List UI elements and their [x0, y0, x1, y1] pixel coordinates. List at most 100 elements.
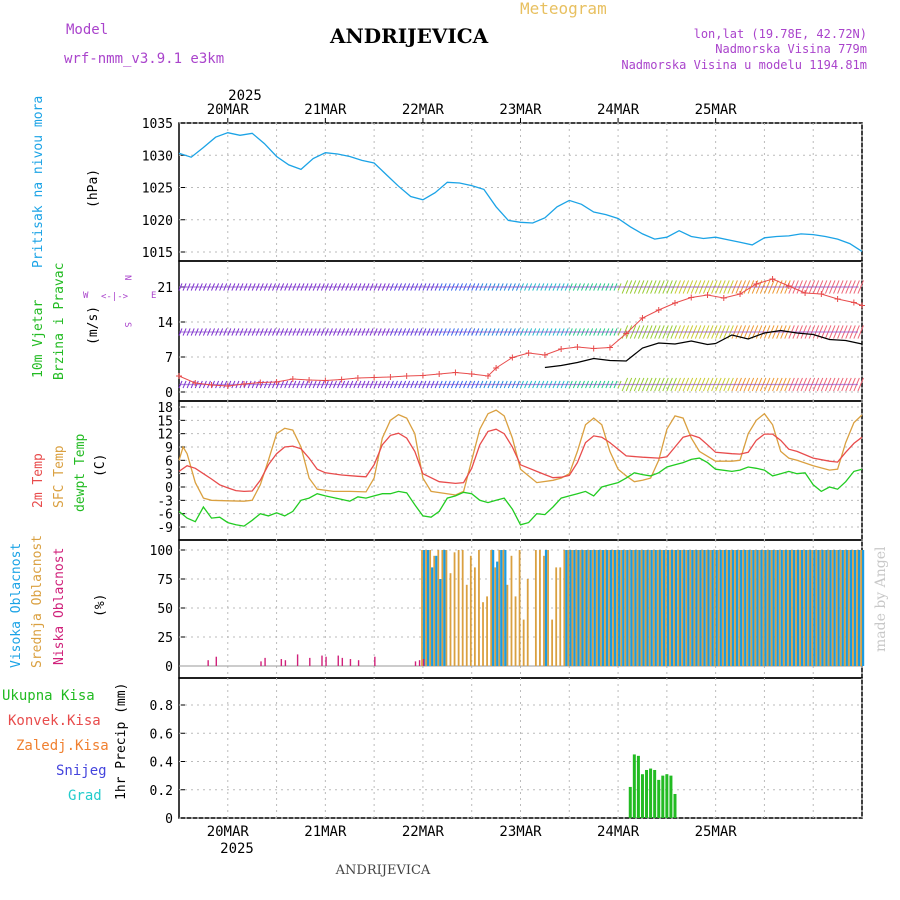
- cloud-ytick-label: 0: [165, 660, 173, 675]
- mid-cloud-bar: [843, 550, 846, 666]
- precip-bar: [673, 793, 677, 818]
- mid-cloud-bar: [620, 550, 623, 666]
- high-cloud-bar: [605, 550, 609, 666]
- wind-barb: [857, 377, 864, 392]
- pressure-ytick-label: 1015: [142, 246, 173, 261]
- mid-cloud-bar: [640, 550, 643, 666]
- mid-cloud-bar: [738, 550, 741, 666]
- pressure-series-line: [178, 132, 863, 252]
- low-cloud-bar: [349, 659, 352, 666]
- high-cloud-bar: [792, 550, 796, 666]
- temp-ytick-label: 3: [165, 468, 173, 483]
- high-cloud-bar: [735, 550, 739, 666]
- high-cloud-bar: [809, 550, 812, 666]
- high-cloud-bar: [544, 550, 548, 666]
- high-cloud-bar: [666, 550, 670, 666]
- mid-cloud-bar: [730, 550, 732, 666]
- mid-cloud-bar: [848, 550, 850, 666]
- wind-yticks: 0 7 14 21: [157, 281, 862, 401]
- mid-cloud-bar: [709, 550, 712, 666]
- mid-cloud-bar: [685, 550, 688, 666]
- mid-cloud-bar: [721, 550, 724, 666]
- mid-cloud-bar: [782, 550, 785, 666]
- gust-marker: [224, 383, 231, 389]
- low-cloud-bar: [321, 655, 323, 666]
- high-cloud-bar: [849, 550, 853, 666]
- wind-unit: (m/s): [86, 306, 101, 345]
- mid-cloud-bar: [754, 550, 757, 666]
- mid-cloud-bar: [591, 550, 594, 666]
- high-cloud-bar: [601, 550, 605, 666]
- mid-cloud-bar: [742, 550, 745, 666]
- top-date-label: 25MAR: [695, 102, 738, 118]
- precip-bar: [645, 769, 649, 818]
- gust-marker: [525, 350, 532, 356]
- mid-cloud-bar: [478, 550, 480, 666]
- model-label: Model: [66, 22, 108, 38]
- high-cloud-bar: [687, 550, 690, 666]
- temp-frame: [178, 400, 863, 541]
- high-cloud-bar: [801, 550, 804, 666]
- mid-cloud-bar: [510, 555, 513, 666]
- high-cloud-bar: [845, 550, 848, 666]
- precip-bar: [636, 755, 640, 818]
- high-cloud-bar: [784, 550, 787, 666]
- cloud-ytick-label: 100: [150, 544, 173, 559]
- mid-cloud-bar: [457, 550, 460, 666]
- mid-cloud-bar: [624, 550, 627, 666]
- precip-bar: [632, 754, 636, 818]
- wind-panel: 10m Vjetar Brzina i Pravac (m/s) N E S W…: [31, 263, 865, 401]
- wind-ytick-label: 21: [157, 281, 173, 296]
- high-cloud-bar: [862, 550, 865, 666]
- cloud-bars: [207, 550, 865, 666]
- low-cloud-bar: [341, 657, 344, 666]
- dir-n: N: [122, 275, 132, 280]
- mid-cloud-bar: [770, 550, 773, 666]
- footer-station: ANDRIJEVICA: [335, 863, 431, 878]
- low-cloud-bar: [337, 655, 339, 666]
- precip-frame: [178, 677, 863, 819]
- gust-marker: [371, 374, 378, 381]
- gust-marker: [452, 369, 459, 376]
- gust-marker: [257, 379, 264, 386]
- mid-cloud-bar: [746, 550, 749, 666]
- mid-cloud-bar: [490, 550, 493, 666]
- high-cloud-bar: [443, 550, 446, 666]
- mid-cloud-bar: [608, 550, 610, 666]
- high-cloud-bar: [719, 550, 722, 666]
- mid-cloud-bar: [652, 550, 655, 666]
- mid-cloud-bar: [567, 550, 570, 666]
- mid-cloud-bar: [660, 550, 663, 666]
- cloud-ytick-label: 25: [157, 631, 173, 646]
- low-cloud-bar: [414, 661, 417, 666]
- high-cloud-bar: [841, 550, 844, 666]
- gust-marker: [671, 300, 678, 306]
- mid-cloud-bar: [506, 584, 509, 666]
- mid-cloud-bar: [583, 550, 586, 666]
- gust-marker: [720, 295, 727, 301]
- mid-cloud-bar: [815, 550, 818, 666]
- mid-cloud-bar: [632, 550, 635, 666]
- mid-cloud-bar: [551, 619, 554, 666]
- mid-cloud-bar: [799, 550, 802, 666]
- high-cloud-bar: [634, 550, 637, 666]
- mid-cloud-bar: [811, 550, 814, 666]
- high-cloud-bar: [703, 550, 706, 666]
- gust-marker: [306, 377, 313, 383]
- high-cloud-bar: [744, 550, 747, 666]
- high-cloud-bar: [565, 550, 568, 666]
- precip-bar: [649, 768, 653, 818]
- precip-legend-item: Grad: [68, 788, 102, 804]
- high-cloud-bar: [711, 550, 714, 666]
- dir-s: S: [122, 322, 132, 327]
- mid-cloud-bar: [421, 550, 423, 666]
- mid-cloud-bar: [677, 550, 680, 666]
- mid-cloud-bar: [461, 550, 464, 666]
- high-cloud-bar: [435, 555, 438, 666]
- low-cloud-bar: [264, 657, 266, 666]
- mid-cloud-bar: [595, 550, 598, 666]
- high-cloud-bar: [504, 550, 507, 666]
- gust-marker: [639, 315, 646, 321]
- precip-ytick-label: 0.4: [150, 756, 174, 771]
